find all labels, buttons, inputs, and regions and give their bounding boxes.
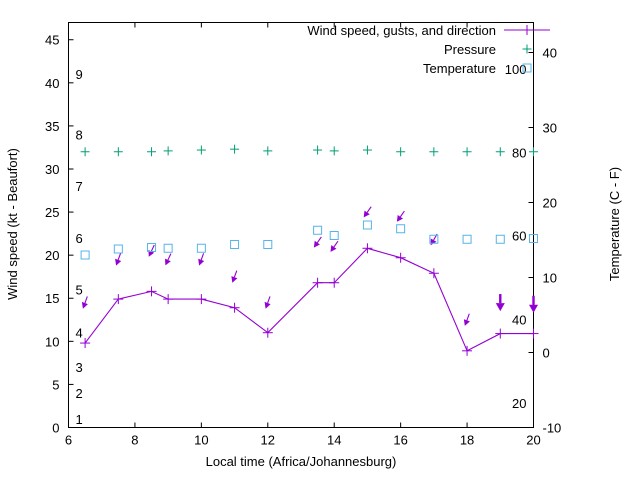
wind-arrow-shaft: [84, 296, 88, 304]
beaufort-label: 9: [76, 67, 83, 82]
axes-group: [68, 22, 534, 428]
temperature-point: [529, 234, 538, 243]
wind-arrow-shaft: [316, 236, 322, 243]
x-axis-title: Local time (Africa/Johannesburg): [206, 454, 397, 469]
x-tick-label: 8: [131, 433, 138, 448]
temperature-point: [113, 244, 123, 254]
x-tick-label: 14: [327, 433, 341, 448]
y2-axis-title: Temperature (C - F): [607, 167, 622, 281]
temperature-point: [362, 220, 372, 230]
wind-arrow-shaft: [333, 240, 339, 248]
wind-arrow-head: [363, 210, 370, 218]
y2-tick-label: 40: [543, 46, 557, 61]
wind-arrow-head: [396, 215, 403, 222]
wind-arrow-shaft: [233, 270, 238, 278]
y-tick-label: 25: [45, 205, 59, 220]
beaufort-label: 6: [76, 231, 83, 246]
beaufort-label: 8: [76, 128, 83, 143]
temperature-point: [462, 234, 472, 244]
wind-arrow-shaft: [366, 206, 372, 213]
wind-arrow-shaft: [466, 313, 470, 321]
wind-arrow-head: [165, 258, 171, 266]
legend-label: Pressure: [444, 42, 496, 57]
legend-label: Temperature: [423, 61, 496, 76]
y2-tick-label: 10: [543, 271, 557, 286]
wind-arrow-head: [264, 301, 271, 309]
legend-key-marker: [522, 63, 532, 73]
y-tick-label: 30: [45, 162, 59, 177]
y-tick-label: 15: [45, 291, 59, 306]
wind-arrow-shaft: [167, 253, 172, 261]
temperature-series: [80, 220, 538, 260]
y-tick-label: 10: [45, 334, 59, 349]
temperature-point: [429, 234, 439, 244]
beaufort-label: 2: [76, 386, 83, 401]
fahrenheit-scale-labels: 20 40 60 80 100: [505, 62, 527, 411]
temperature-point: [147, 243, 157, 252]
beaufort-label: 3: [76, 360, 83, 375]
wind-arrow-head: [231, 276, 238, 283]
y-tick-label: 35: [45, 119, 59, 134]
wind-arrow-head: [198, 258, 205, 266]
x-tick-label: 10: [194, 433, 208, 448]
beaufort-label: 4: [76, 326, 83, 341]
beaufort-scale-labels: 1 2 3 4 5 6 7 8 9: [76, 67, 83, 427]
wind-arrow-shaft: [200, 253, 205, 261]
y-tick-label: 5: [52, 377, 59, 392]
y-tick-label: 45: [45, 33, 59, 48]
y-axis-title: Wind speed (kt - Beaufort): [5, 148, 20, 300]
pressure-series: [80, 144, 538, 157]
x-tick-label: 20: [526, 433, 540, 448]
y2-tick-labels: -10 0 10 20 30 40: [543, 46, 562, 436]
x-tick-label: 12: [261, 433, 275, 448]
fahrenheit-label: 40: [512, 313, 526, 328]
y2-tick-label: -10: [543, 421, 562, 436]
x-tick-label: 18: [460, 433, 474, 448]
wind-arrow-shaft: [117, 253, 122, 261]
wind-arrow-head: [463, 319, 470, 326]
wind-arrow-shaft: [399, 210, 405, 218]
beaufort-label: 7: [76, 179, 83, 194]
x-tick-label: 6: [65, 433, 72, 448]
wind-arrow-head: [495, 303, 505, 312]
y-tick-labels: 0 5 10 15 20 25 30 35 40 45: [45, 33, 59, 436]
y2-tick-label: 30: [543, 121, 557, 136]
x-tick-labels: 6 8 10 12 14 16 18 20: [65, 433, 541, 448]
y-tick-label: 40: [45, 76, 59, 91]
fahrenheit-label: 60: [512, 229, 526, 244]
beaufort-label: 1: [76, 412, 83, 427]
temperature-point: [263, 240, 273, 249]
wind-arrow-shaft: [150, 244, 155, 252]
wind-arrow-shaft: [267, 296, 271, 304]
temperature-point: [329, 231, 339, 240]
temperature-point: [396, 224, 406, 234]
fahrenheit-label: 20: [512, 396, 526, 411]
temperature-point: [495, 234, 505, 244]
wind-arrow-head: [330, 245, 337, 252]
y2-tick-label: 0: [543, 346, 550, 361]
fahrenheit-label: 100: [505, 62, 527, 77]
wind-arrow-head: [81, 301, 88, 309]
y-tick-label: 20: [45, 248, 59, 263]
beaufort-label: 5: [76, 283, 83, 298]
temperature-point: [163, 243, 173, 253]
wind-arrow-head: [115, 258, 122, 266]
legend-label: Wind speed, gusts, and direction: [307, 23, 496, 38]
y-tick-label: 0: [52, 421, 59, 436]
y2-tick-label: 20: [543, 196, 557, 211]
temperature-point: [230, 240, 240, 249]
chart-legend: Wind speed, gusts, and direction Pressure…: [307, 23, 550, 76]
wind-arrow-head: [529, 304, 538, 313]
wind-arrow-head: [313, 240, 320, 248]
fahrenheit-label: 80: [512, 145, 526, 160]
wind-speed-series: [80, 243, 539, 356]
temperature-point: [196, 243, 206, 253]
x-tick-label: 16: [393, 433, 407, 448]
temperature-point: [313, 225, 323, 235]
temperature-point: [80, 250, 90, 260]
